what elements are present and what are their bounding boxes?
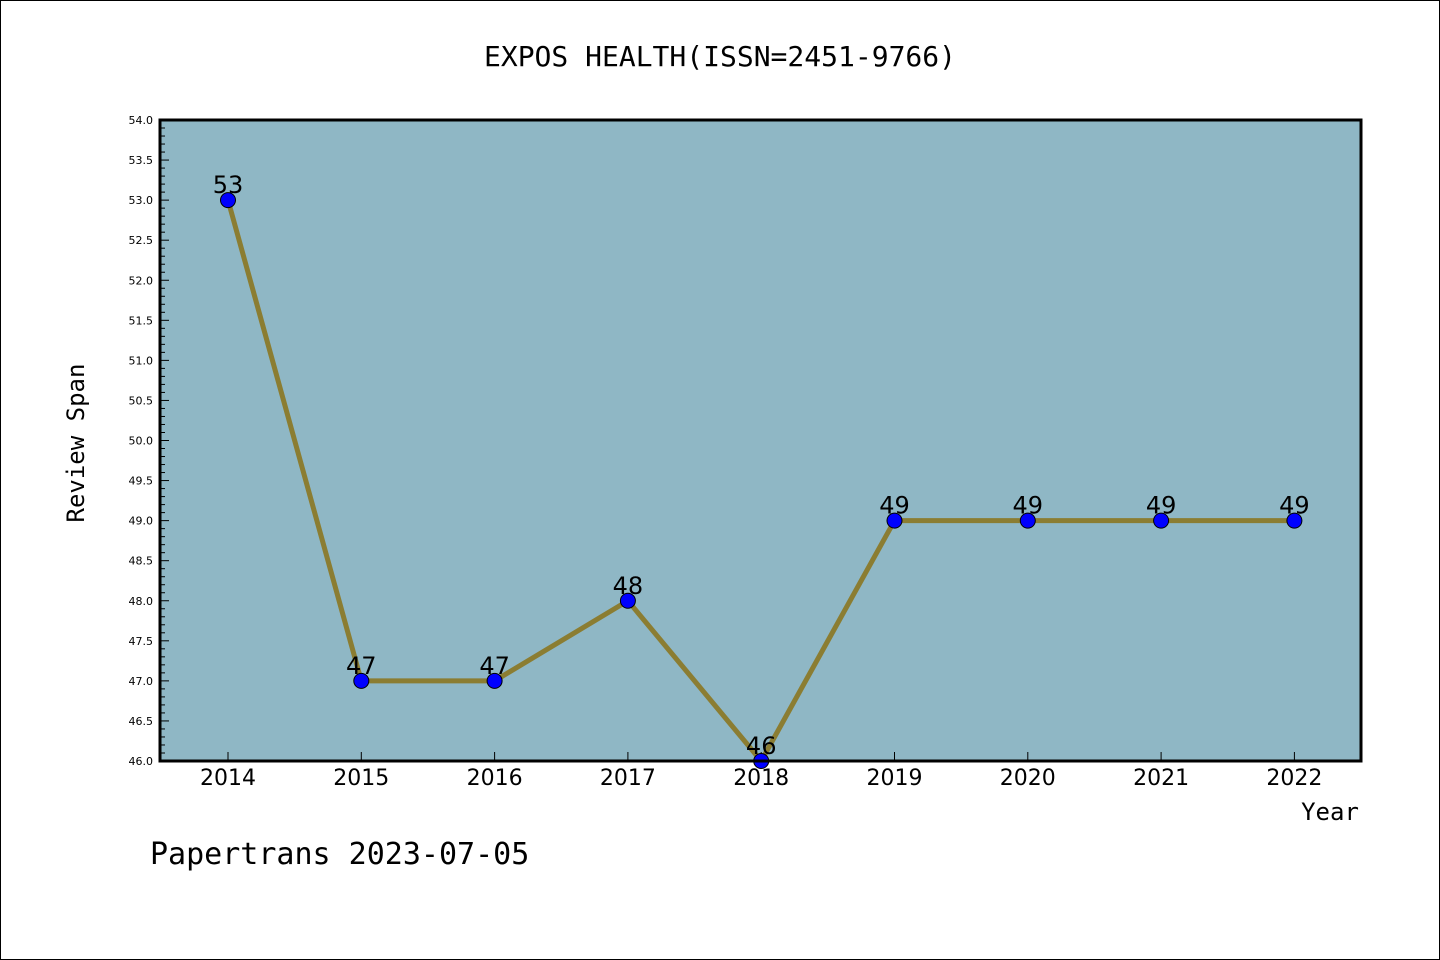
- y-tick-label: 47.0: [129, 675, 154, 688]
- x-tick-label: 2016: [467, 766, 523, 791]
- x-tick-label: 2015: [333, 766, 389, 791]
- data-label: 49: [1013, 492, 1044, 520]
- x-tick-label: 2020: [1000, 766, 1056, 791]
- data-point: [220, 192, 236, 209]
- data-label: 53: [213, 171, 244, 199]
- y-tick-label: 47.5: [129, 635, 154, 648]
- y-tick-label: 48.5: [129, 555, 154, 568]
- data-point: [1153, 512, 1170, 529]
- y-tick-label: 53.0: [129, 194, 154, 207]
- x-tick-label: 2021: [1133, 766, 1189, 791]
- y-tick-label: 52.0: [129, 274, 154, 287]
- data-label: 47: [346, 652, 377, 680]
- data-label: 49: [879, 492, 910, 520]
- data-point: [886, 512, 903, 529]
- data-point: [486, 672, 503, 689]
- x-tick-label: 2014: [200, 766, 256, 791]
- x-tick-label: 2019: [867, 766, 923, 791]
- plot-area: [160, 120, 1361, 761]
- y-tick-label: 51.0: [129, 354, 154, 367]
- data-point: [353, 672, 370, 689]
- y-axis-label: Review Span: [62, 364, 90, 523]
- y-tick-label: 49.5: [129, 475, 154, 488]
- y-tick-label: 48.0: [129, 595, 154, 608]
- data-label: 49: [1146, 492, 1177, 520]
- data-points: [220, 192, 1303, 769]
- y-tick-label: 46.0: [129, 755, 154, 768]
- y-tick-label: 53.5: [129, 154, 154, 167]
- plot-border: [158, 118, 1363, 763]
- x-tick-label: 2018: [733, 766, 789, 791]
- data-label: 48: [613, 572, 644, 600]
- y-tick-label: 52.5: [129, 234, 154, 247]
- y-tick-label: 46.5: [129, 715, 154, 728]
- y-tick-label: 49.0: [129, 515, 154, 528]
- data-point: [1019, 512, 1036, 529]
- data-point: [1286, 512, 1303, 529]
- y-tick-label: 54.0: [129, 114, 154, 127]
- chart-title: EXPOS HEALTH(ISSN=2451-9766): [484, 40, 956, 73]
- x-axis-label: Year: [1301, 798, 1359, 826]
- data-label: 46: [746, 732, 777, 760]
- y-axis: 46.0 46.5 47.0 47.5 48.0 48.5 49.0 49.5 50.0 50.5…: [129, 114, 169, 768]
- data-label: 47: [479, 652, 510, 680]
- data-labels: 53 47 47 48 46 49 49 49 49: [213, 171, 1310, 760]
- y-tick-label: 50.0: [129, 435, 154, 448]
- footer-text: Papertrans 2023-07-05: [150, 837, 529, 872]
- x-tick-label: 2022: [1266, 766, 1322, 791]
- x-tick-label: 2017: [600, 766, 656, 791]
- data-point: [619, 592, 636, 609]
- data-label: 49: [1279, 492, 1310, 520]
- y-tick-label: 51.5: [129, 314, 154, 327]
- y-tick-label: 50.5: [129, 394, 154, 407]
